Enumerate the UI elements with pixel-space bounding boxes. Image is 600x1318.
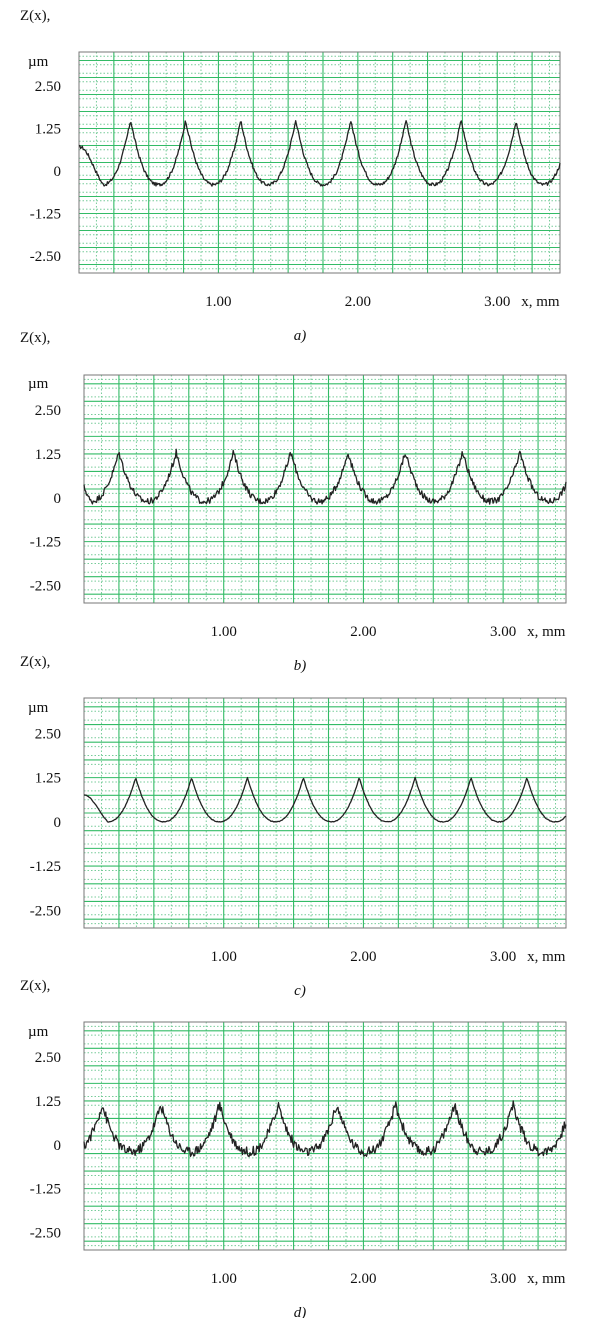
y-axis-label-line1: Z(x), [20, 978, 50, 994]
y-tick-label: -1.25 [30, 1182, 61, 1198]
plot-frame [78, 51, 561, 274]
y-tick-label: -2.50 [30, 903, 61, 919]
y-tick-label: 2.50 [35, 403, 61, 419]
plot-frame [83, 374, 567, 604]
panel-label: d) [294, 1305, 307, 1318]
y-tick-label: 2.50 [35, 1050, 61, 1066]
y-tick-label: 1.25 [35, 771, 61, 787]
chart-panel-d: Z(x), µm 2.50 1.25 0 -1.25 -2.50 1.00 2.00 3.00 x,… [20, 978, 567, 1318]
y-axis-label-unit: µm [28, 700, 49, 716]
y-tick-label: 0 [54, 491, 62, 507]
x-tick-label: 3.00 [490, 624, 516, 640]
y-tick-label: -2.50 [30, 249, 61, 265]
profile-trace [83, 1100, 567, 1158]
y-tick-label: 0 [54, 1138, 62, 1154]
x-tick-label: 3.00 [490, 949, 516, 965]
x-tick-label: 1.00 [211, 1271, 237, 1287]
y-axis-label-unit: µm [28, 54, 49, 70]
y-axis-label-line1: Z(x), [20, 330, 50, 346]
y-axis-label-unit: µm [28, 376, 49, 392]
y-tick-label: 2.50 [35, 79, 61, 95]
chart-panel-c: Z(x), µm 2.50 1.25 0 -1.25 -2.50 1.00 2.00 3.00 x,… [20, 654, 567, 999]
x-axis-label: x, mm [527, 1271, 566, 1287]
y-tick-label: -2.50 [30, 1225, 61, 1241]
x-tick-label: 2.00 [345, 294, 371, 310]
y-axis-label-line1: Z(x), [20, 654, 50, 670]
x-axis-label: x, mm [527, 949, 566, 965]
major-grid [84, 698, 566, 928]
minor-grid [84, 1022, 566, 1250]
major-grid [84, 375, 566, 603]
profile-trace [83, 448, 567, 505]
x-tick-label: 3.00 [490, 1271, 516, 1287]
x-tick-label: 1.00 [211, 624, 237, 640]
y-tick-label: 1.25 [35, 1094, 61, 1110]
profile-trace [78, 120, 561, 187]
y-tick-label: -1.25 [30, 207, 61, 223]
panel-label: b) [294, 658, 307, 674]
panel-label: c) [294, 983, 306, 999]
y-axis-label-line1: Z(x), [20, 8, 50, 24]
plot-frame [83, 697, 567, 929]
x-tick-label: 1.00 [211, 949, 237, 965]
x-axis-label: x, mm [527, 624, 566, 640]
y-tick-label: -1.25 [30, 535, 61, 551]
chart-panel-b: Z(x), µm 2.50 1.25 0 -1.25 -2.50 1.00 2.00 3.00 x,… [20, 330, 567, 674]
x-tick-label: 1.00 [205, 294, 231, 310]
minor-grid [84, 375, 566, 603]
y-tick-label: 2.50 [35, 726, 61, 742]
y-tick-label: -1.25 [30, 859, 61, 875]
x-axis-label: x, mm [521, 294, 560, 310]
x-tick-label: 2.00 [350, 949, 376, 965]
y-axis-label-unit: µm [28, 1024, 49, 1040]
profile-trace [84, 776, 567, 823]
plot-frame [83, 1021, 567, 1251]
panel-label: a) [294, 328, 307, 344]
y-tick-label: 0 [54, 815, 62, 831]
chart-panel-a: Z(x), µm 2.50 1.25 0 -1.25 -2.50 1.00 2.00 3.00 x,… [20, 8, 561, 344]
x-tick-label: 3.00 [484, 294, 510, 310]
y-tick-label: -2.50 [30, 578, 61, 594]
y-tick-label: 1.25 [35, 122, 61, 138]
major-grid [79, 52, 560, 273]
x-tick-label: 2.00 [350, 1271, 376, 1287]
y-tick-label: 1.25 [35, 447, 61, 463]
x-tick-label: 2.00 [350, 624, 376, 640]
y-tick-label: 0 [54, 164, 62, 180]
